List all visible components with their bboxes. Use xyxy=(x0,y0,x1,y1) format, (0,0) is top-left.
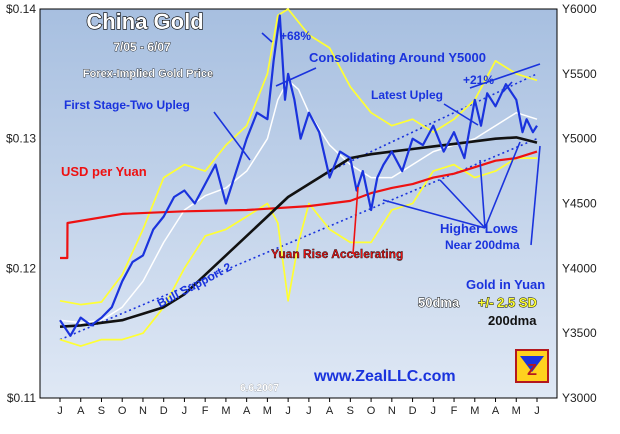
series-layer xyxy=(59,8,538,347)
x-tick-label: J xyxy=(306,405,312,417)
annotation-plus-21: +21% xyxy=(463,73,494,87)
tick-layer: $0.14 $0.13 $0.12 $0.11 Y6000 Y5500 Y5000 Y4500… xyxy=(6,2,597,417)
x-tick-label: J xyxy=(431,405,437,417)
annotation-higher-lows: Higher Lows xyxy=(440,221,518,236)
right-tick-label: Y3500 xyxy=(562,326,597,340)
x-tick-label: F xyxy=(202,405,209,417)
x-tick-label: S xyxy=(98,405,105,417)
x-tick-label: F xyxy=(451,405,458,417)
right-tick-label: Y4500 xyxy=(562,197,597,211)
series-line-2-5-sd xyxy=(59,157,537,347)
annotation-first-stage-two: First Stage-Two Upleg xyxy=(64,98,190,112)
x-tick-label: J xyxy=(57,405,63,417)
x-tick-label: M xyxy=(263,405,272,417)
annotation-latest-upleg: Latest Upleg xyxy=(371,88,443,102)
left-tick-label: $0.13 xyxy=(6,132,36,146)
x-tick-label: A xyxy=(326,405,334,417)
right-tick-label: Y5000 xyxy=(562,132,597,146)
right-tick-label: Y6000 xyxy=(562,2,597,16)
legend-gold-in-yuan: Gold in Yuan xyxy=(466,277,545,292)
series-line-2-5-sd xyxy=(59,8,538,306)
annotation-near-200dma: Near 200dma xyxy=(445,238,520,252)
date-stamp: 6.6.2007 xyxy=(240,383,279,394)
right-tick-label: Y5500 xyxy=(562,67,597,81)
annotation-plus-68: +68% xyxy=(280,29,311,43)
right-tick-label: Y4000 xyxy=(562,261,597,275)
left-tick-label: $0.14 xyxy=(6,2,36,16)
plot-background xyxy=(39,8,558,399)
right-tick-label: Y3000 xyxy=(562,391,597,405)
x-tick-label: D xyxy=(409,405,417,417)
x-tick-label: A xyxy=(492,405,500,417)
annotation-arrows-red xyxy=(352,186,359,255)
x-tick-label: A xyxy=(243,405,251,417)
annotation-arrows xyxy=(213,32,541,246)
legend-2-5-sd: +/- 2.5 SD xyxy=(478,295,537,310)
x-tick-label: N xyxy=(388,405,396,417)
left-tick-label: $0.11 xyxy=(7,391,36,405)
chart-title: China Gold xyxy=(86,9,203,34)
x-tick-label: M xyxy=(512,405,521,417)
chart-subtitle: 7/05 - 6/07 xyxy=(113,40,171,54)
x-tick-label: O xyxy=(118,405,127,417)
zeal-logo: Z xyxy=(515,349,549,383)
chart-note: Forex-Implied Gold Price xyxy=(83,68,213,80)
left-tick-label: $0.12 xyxy=(6,261,36,275)
series-line-50dma xyxy=(59,79,538,324)
x-tick-label: J xyxy=(182,405,188,417)
legend-50dma: 50dma xyxy=(418,295,460,310)
logo-letter: Z xyxy=(527,362,537,379)
x-tick-label: D xyxy=(160,405,168,417)
series-line-gold-in-yuan xyxy=(59,14,538,337)
x-tick-label: S xyxy=(347,405,354,417)
x-tick-label: J xyxy=(534,405,540,417)
x-tick-label: O xyxy=(367,405,376,417)
series-line-usd-per-yuan xyxy=(60,150,538,260)
annotation-usd-per-yuan: USD per Yuan xyxy=(61,164,147,179)
x-tick-label: M xyxy=(221,405,230,417)
x-tick-label: J xyxy=(285,405,291,417)
x-tick-label: N xyxy=(139,405,147,417)
annotation-yuan-rise: Yuan Rise Accelerating xyxy=(271,247,403,261)
x-tick-label: M xyxy=(470,405,479,417)
annotation-consolidating: Consolidating Around Y5000 xyxy=(309,50,486,65)
x-tick-label: A xyxy=(77,405,85,417)
legend-200dma: 200dma xyxy=(488,313,537,328)
watermark: www.ZealLLC.com xyxy=(313,368,456,385)
